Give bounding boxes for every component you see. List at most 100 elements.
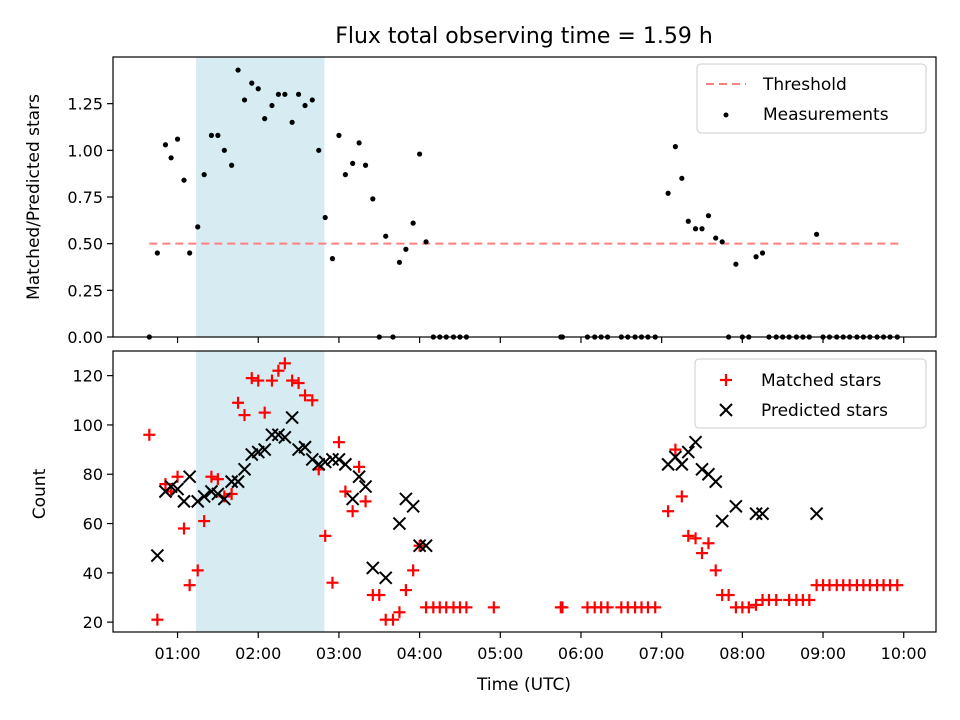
predicted-star-point <box>715 514 729 528</box>
measurement-point <box>195 224 201 230</box>
measurement-point <box>302 102 308 109</box>
predicted-star-point <box>150 548 165 563</box>
matched-star-point <box>292 377 305 390</box>
count-legend: Matched stars Predicted stars <box>694 358 927 429</box>
matched-star-point <box>460 601 473 614</box>
legend-measurements-swatch <box>723 112 729 118</box>
count-y-tick-label: 60 <box>83 515 103 534</box>
matched-star-point <box>359 495 372 508</box>
measurement-point <box>329 256 336 262</box>
predicted-star-point <box>237 462 252 477</box>
matched-star-point <box>252 374 265 387</box>
ratio-panel: Flux total observing time = 1.59 h 0.00 0… <box>24 24 937 347</box>
predicted-star-point <box>358 479 373 494</box>
measurement-point <box>336 132 342 138</box>
ratio-y-tick-label: 0.25 <box>67 281 103 300</box>
matched-star-point <box>722 589 735 602</box>
measurement-point <box>350 160 356 166</box>
measurement-point <box>215 132 221 138</box>
matched-star-point <box>709 564 722 577</box>
measurement-point <box>255 86 261 92</box>
measurement-point <box>269 102 275 109</box>
measurement-point <box>168 155 174 161</box>
time-x-tick-label: 01:00 <box>154 644 200 663</box>
measurement-point <box>342 172 348 178</box>
measurement-point <box>410 220 416 226</box>
matched-star-point <box>171 470 184 483</box>
ratio-y-tick-label: 0.50 <box>67 235 103 254</box>
matched-star-point <box>742 601 755 614</box>
legend-matched-label: Matched stars <box>761 371 881 391</box>
time-x-tick-label: 08:00 <box>719 644 765 663</box>
measurement-point <box>679 175 685 181</box>
measurement-point <box>813 231 820 237</box>
matched-star-point <box>286 374 299 387</box>
measurement-point <box>403 246 409 252</box>
predicted-star-point <box>749 506 763 521</box>
predicted-star-point <box>695 462 709 477</box>
observing-span-highlight <box>196 57 325 337</box>
ratio-y-tick-label: 1.25 <box>67 95 103 114</box>
predicted-star-point <box>681 445 696 459</box>
time-x-tick-label: 02:00 <box>235 644 281 663</box>
measurement-point <box>181 177 187 183</box>
matched-star-point <box>306 394 319 407</box>
measurement-point <box>362 162 369 168</box>
ratio-y-tick-label: 0.00 <box>67 328 103 347</box>
measurement-point <box>423 239 429 245</box>
ratio-legend: Threshold Measurements <box>696 63 927 134</box>
count-panel: 20 40 60 80 100 120 01:00 02:00 03:00 04:00 05:00… <box>30 350 937 695</box>
legend-threshold-label: Threshold <box>762 75 847 95</box>
predicted-star-point <box>305 452 320 467</box>
count-y-tick-label: 20 <box>83 613 103 632</box>
measurement-point <box>241 97 248 103</box>
matched-star-point <box>373 589 386 602</box>
matched-star-point <box>178 522 191 535</box>
measurement-point <box>316 147 322 153</box>
matched-star-point <box>232 396 245 409</box>
ratio-y-axis-label: Matched/Predicted stars <box>24 94 44 300</box>
measurement-point <box>685 218 691 224</box>
predicted-star-point <box>419 539 433 553</box>
time-x-tick-label: 10:00 <box>881 644 927 663</box>
matched-star-point <box>143 428 156 441</box>
count-y-tick-label: 80 <box>83 465 103 484</box>
count-y-tick-label: 120 <box>72 367 103 386</box>
measurement-point <box>174 136 181 142</box>
time-x-tick-label: 03:00 <box>316 644 362 663</box>
predicted-star-point <box>809 506 824 521</box>
legend-predicted-swatch <box>719 403 733 417</box>
matched-star-point <box>332 436 345 449</box>
predicted-star-point <box>318 455 332 469</box>
predicted-star-point <box>406 499 420 513</box>
measurement-point <box>187 250 193 256</box>
measurement-point <box>249 80 255 86</box>
measurement-point <box>208 132 215 138</box>
measurement-point <box>692 226 699 232</box>
measurement-point <box>229 162 235 168</box>
measurement-point <box>322 214 328 221</box>
matched-star-point <box>353 460 366 473</box>
time-x-tick-label: 04:00 <box>397 644 443 663</box>
matched-star-point <box>407 564 420 577</box>
measurement-point <box>705 213 712 219</box>
measurement-point <box>719 239 725 245</box>
count-axes-frame <box>112 350 937 633</box>
measurement-point <box>289 119 295 125</box>
predicted-star-point <box>170 482 185 496</box>
matched-star-point <box>319 529 332 542</box>
matched-star-point <box>556 601 569 614</box>
observing-span-highlight <box>196 351 325 632</box>
matched-star-point <box>675 490 688 503</box>
matched-star-point <box>487 601 500 614</box>
predicted-star-point <box>211 487 225 501</box>
matched-star-point <box>750 598 763 611</box>
predicted-star-point <box>338 457 353 472</box>
predicted-star-point <box>729 499 743 513</box>
count-y-tick-label: 40 <box>83 564 103 583</box>
matched-star-point <box>702 537 715 550</box>
matched-star-point <box>386 613 399 626</box>
count-y-axis-label: Count <box>30 468 50 519</box>
measurement-point <box>262 116 268 122</box>
matched-star-point <box>770 593 783 606</box>
